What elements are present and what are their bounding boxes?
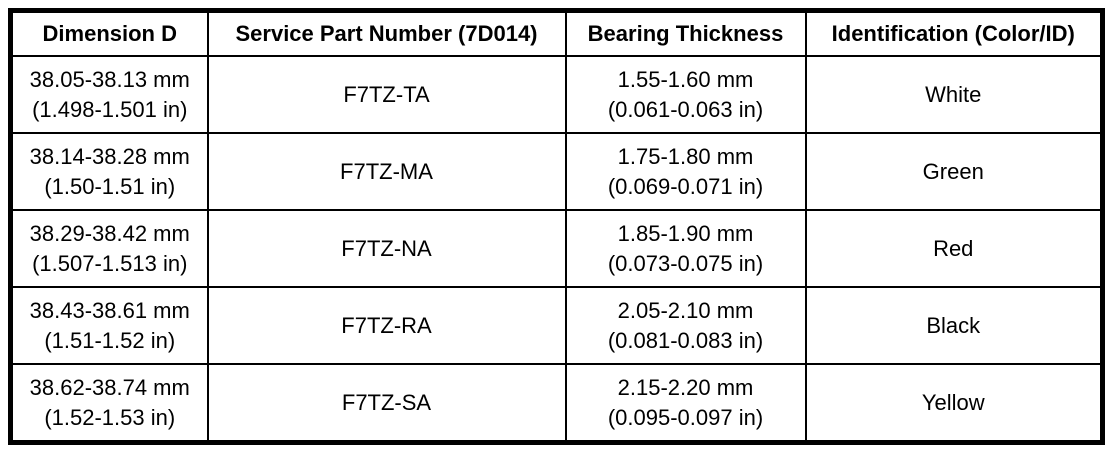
thickness-mm-value: 1.85-1.90 mm [617,221,754,247]
thickness-cell: 1.75-1.80 mm (0.069-0.071 in) [564,132,807,211]
header-row: Dimension D Service Part Number (7D014) … [9,9,1104,57]
part-number-cell: F7TZ-TA [206,55,567,134]
thickness-cell: 1.55-1.60 mm (0.061-0.063 in) [564,55,807,134]
table-body: 38.05-38.13 mm (1.498-1.501 in) F7TZ-TA … [9,55,1104,444]
dimension-in-value: (1.50-1.51 in) [44,173,176,199]
thickness-cell: 1.85-1.90 mm (0.073-0.075 in) [564,209,807,288]
dimension-in-value: (1.498-1.501 in) [32,96,188,122]
thickness-mm-value: 2.15-2.20 mm [617,375,754,401]
thickness-in-value: (0.081-0.083 in) [607,327,764,353]
identification-cell: Red [804,209,1104,288]
part-number-cell: F7TZ-SA [206,363,567,444]
identification-cell: Green [804,132,1104,211]
bearing-selection-table: Dimension D Service Part Number (7D014) … [8,8,1105,445]
thickness-mm-value: 1.75-1.80 mm [617,144,754,170]
table-row: 38.14-38.28 mm (1.50-1.51 in) F7TZ-MA 1.… [9,132,1104,211]
thickness-in-value: (0.073-0.075 in) [607,250,764,276]
thickness-in-value: (0.095-0.097 in) [607,404,764,430]
dimension-in-value: (1.52-1.53 in) [44,404,176,430]
dimension-mm-value: 38.43-38.61 mm [29,298,190,324]
dimension-mm-value: 38.14-38.28 mm [29,144,190,170]
dimension-cell: 38.05-38.13 mm (1.498-1.501 in) [9,55,209,134]
thickness-cell: 2.15-2.20 mm (0.095-0.097 in) [564,363,807,444]
dimension-cell: 38.29-38.42 mm (1.507-1.513 in) [9,209,209,288]
column-header-identification: Identification (Color/ID) [804,9,1104,57]
dimension-in-value: (1.51-1.52 in) [44,327,176,353]
column-header-dimension-d: Dimension D [9,9,209,57]
dimension-mm-value: 38.62-38.74 mm [29,375,190,401]
table-row: 38.29-38.42 mm (1.507-1.513 in) F7TZ-NA … [9,209,1104,288]
part-number-cell: F7TZ-NA [206,209,567,288]
dimension-in-value: (1.507-1.513 in) [32,250,188,276]
dimension-cell: 38.14-38.28 mm (1.50-1.51 in) [9,132,209,211]
thickness-in-value: (0.069-0.071 in) [607,173,764,199]
part-number-cell: F7TZ-MA [206,132,567,211]
table-row: 38.43-38.61 mm (1.51-1.52 in) F7TZ-RA 2.… [9,286,1104,365]
thickness-in-value: (0.061-0.063 in) [607,96,764,122]
dimension-mm-value: 38.29-38.42 mm [29,221,190,247]
identification-cell: White [804,55,1104,134]
dimension-cell: 38.62-38.74 mm (1.52-1.53 in) [9,363,209,444]
column-header-service-part-number: Service Part Number (7D014) [206,9,567,57]
part-number-cell: F7TZ-RA [206,286,567,365]
column-header-bearing-thickness: Bearing Thickness [564,9,807,57]
identification-cell: Black [804,286,1104,365]
identification-cell: Yellow [804,363,1104,444]
table-row: 38.62-38.74 mm (1.52-1.53 in) F7TZ-SA 2.… [9,363,1104,444]
thickness-mm-value: 2.05-2.10 mm [617,298,754,324]
thickness-cell: 2.05-2.10 mm (0.081-0.083 in) [564,286,807,365]
dimension-mm-value: 38.05-38.13 mm [29,67,190,93]
thickness-mm-value: 1.55-1.60 mm [617,67,754,93]
dimension-cell: 38.43-38.61 mm (1.51-1.52 in) [9,286,209,365]
table-row: 38.05-38.13 mm (1.498-1.501 in) F7TZ-TA … [9,55,1104,134]
